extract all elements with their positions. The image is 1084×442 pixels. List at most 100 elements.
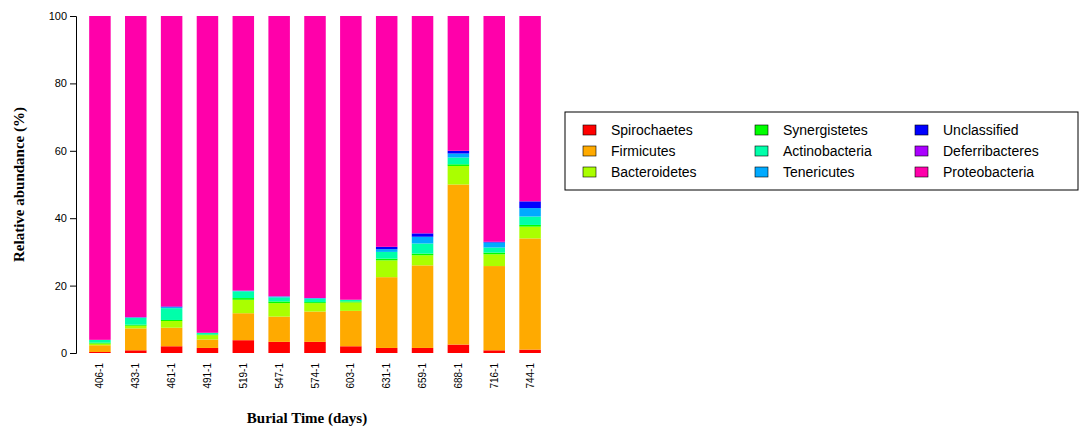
- legend-swatch: [755, 146, 768, 156]
- bar-segment: [483, 350, 505, 353]
- legend-item: Spirochaetes: [583, 122, 693, 138]
- legend-swatch: [915, 125, 928, 135]
- bar-segment: [125, 318, 147, 325]
- legend-label: Unclassified: [943, 122, 1018, 138]
- bar-segment: [376, 348, 398, 353]
- legend-label: Deferribacteres: [943, 143, 1039, 159]
- x-tick-label: 659-1: [417, 363, 428, 389]
- bar-segment: [304, 302, 326, 303]
- bars: [89, 16, 541, 353]
- bar-segment: [304, 303, 326, 311]
- legend-item: Proteobacteria: [915, 164, 1034, 180]
- bar-segment: [376, 259, 398, 261]
- y-tick: 80: [55, 77, 76, 89]
- bar-segment: [197, 340, 219, 348]
- x-tick: 603-1: [345, 363, 356, 389]
- x-tick-label: 574-1: [310, 363, 321, 389]
- legend-label: Synergistetes: [783, 122, 868, 138]
- bar-segment: [89, 345, 111, 352]
- y-tick-mark: [70, 286, 76, 287]
- legend-item: Bacteroidetes: [583, 164, 697, 180]
- bar-segment: [412, 237, 434, 244]
- bar-segment: [125, 16, 147, 317]
- x-tick: 433-1: [130, 363, 141, 389]
- bar-segment: [197, 335, 219, 339]
- bar-segment: [268, 296, 290, 297]
- bar-segment: [376, 252, 398, 259]
- bar-segment: [233, 340, 255, 353]
- legend-label: Bacteroidetes: [611, 164, 697, 180]
- bar-segment: [161, 346, 183, 353]
- legend-item: Firmicutes: [583, 143, 676, 159]
- bar-segment: [161, 308, 183, 320]
- series-bars: [89, 340, 541, 353]
- bar-segment: [304, 16, 326, 298]
- bar-segment: [161, 328, 183, 347]
- series-bars: [89, 16, 541, 340]
- x-tick-label: 406-1: [94, 363, 105, 389]
- series-bars: [125, 153, 541, 317]
- bar-segment: [268, 303, 290, 316]
- x-tick-label: 631-1: [381, 363, 392, 389]
- bar-segment: [483, 266, 505, 350]
- bar-segment: [268, 297, 290, 301]
- bar-segment: [340, 16, 362, 300]
- bar-segment: [340, 311, 362, 346]
- bar-segment: [304, 342, 326, 353]
- bar-segment: [89, 343, 111, 344]
- bar-segment: [376, 16, 398, 247]
- bar-segment: [448, 166, 470, 185]
- bar-segment: [161, 307, 183, 308]
- bar-segment: [376, 277, 398, 348]
- legend-item: Synergistetes: [755, 122, 868, 138]
- x-tick-label: 688-1: [453, 363, 464, 389]
- bar-segment: [89, 16, 111, 340]
- x-tick: 491-1: [202, 363, 213, 389]
- x-tick: 547-1: [274, 363, 285, 389]
- bar-segment: [448, 16, 470, 151]
- bar-segment: [268, 16, 290, 296]
- x-tick-label: 491-1: [202, 363, 213, 389]
- bar-segment: [161, 16, 183, 306]
- y-tick: 100: [49, 10, 76, 22]
- bar-segment: [125, 328, 147, 350]
- y-tick: 0: [61, 347, 76, 359]
- y-tick-mark: [70, 218, 76, 219]
- bar-segment: [412, 16, 434, 233]
- bar-segment: [197, 16, 219, 333]
- legend-item: Actinobacteria: [755, 143, 872, 159]
- x-tick-label: 547-1: [274, 363, 285, 389]
- y-tick-mark: [70, 151, 76, 152]
- bar-segment: [161, 320, 183, 321]
- bar-segment: [304, 312, 326, 342]
- x-tick-label: 716-1: [489, 363, 500, 389]
- bar-segment: [412, 255, 434, 265]
- y-tick-label: 20: [55, 280, 67, 292]
- y-tick: 60: [55, 145, 76, 157]
- x-axis-title: Burial Time (days): [247, 410, 367, 427]
- legend-item: Unclassified: [915, 122, 1018, 138]
- bar-segment: [89, 340, 111, 343]
- x-tick: 406-1: [94, 363, 105, 389]
- legend-swatch: [583, 167, 596, 177]
- bar-segment: [519, 16, 541, 201]
- bar-segment: [340, 302, 362, 310]
- legend-box: [565, 112, 1078, 190]
- bar-segment: [89, 352, 111, 353]
- bar-segment: [448, 153, 470, 157]
- bar-segment: [197, 348, 219, 353]
- x-tick: 744-1: [525, 363, 536, 389]
- y-tick-mark: [70, 83, 76, 84]
- bar-segment: [412, 243, 434, 253]
- legend-label: Proteobacteria: [943, 164, 1034, 180]
- y-tick-label: 80: [55, 77, 67, 89]
- bar-segment: [376, 260, 398, 277]
- bar-segment: [125, 350, 147, 353]
- bar-segment: [483, 248, 505, 253]
- x-tick: 659-1: [417, 363, 428, 389]
- bar-segment: [483, 16, 505, 242]
- bar-segment: [89, 344, 111, 346]
- bar-segment: [483, 254, 505, 266]
- bar-segment: [483, 253, 505, 255]
- bar-segment: [233, 300, 255, 313]
